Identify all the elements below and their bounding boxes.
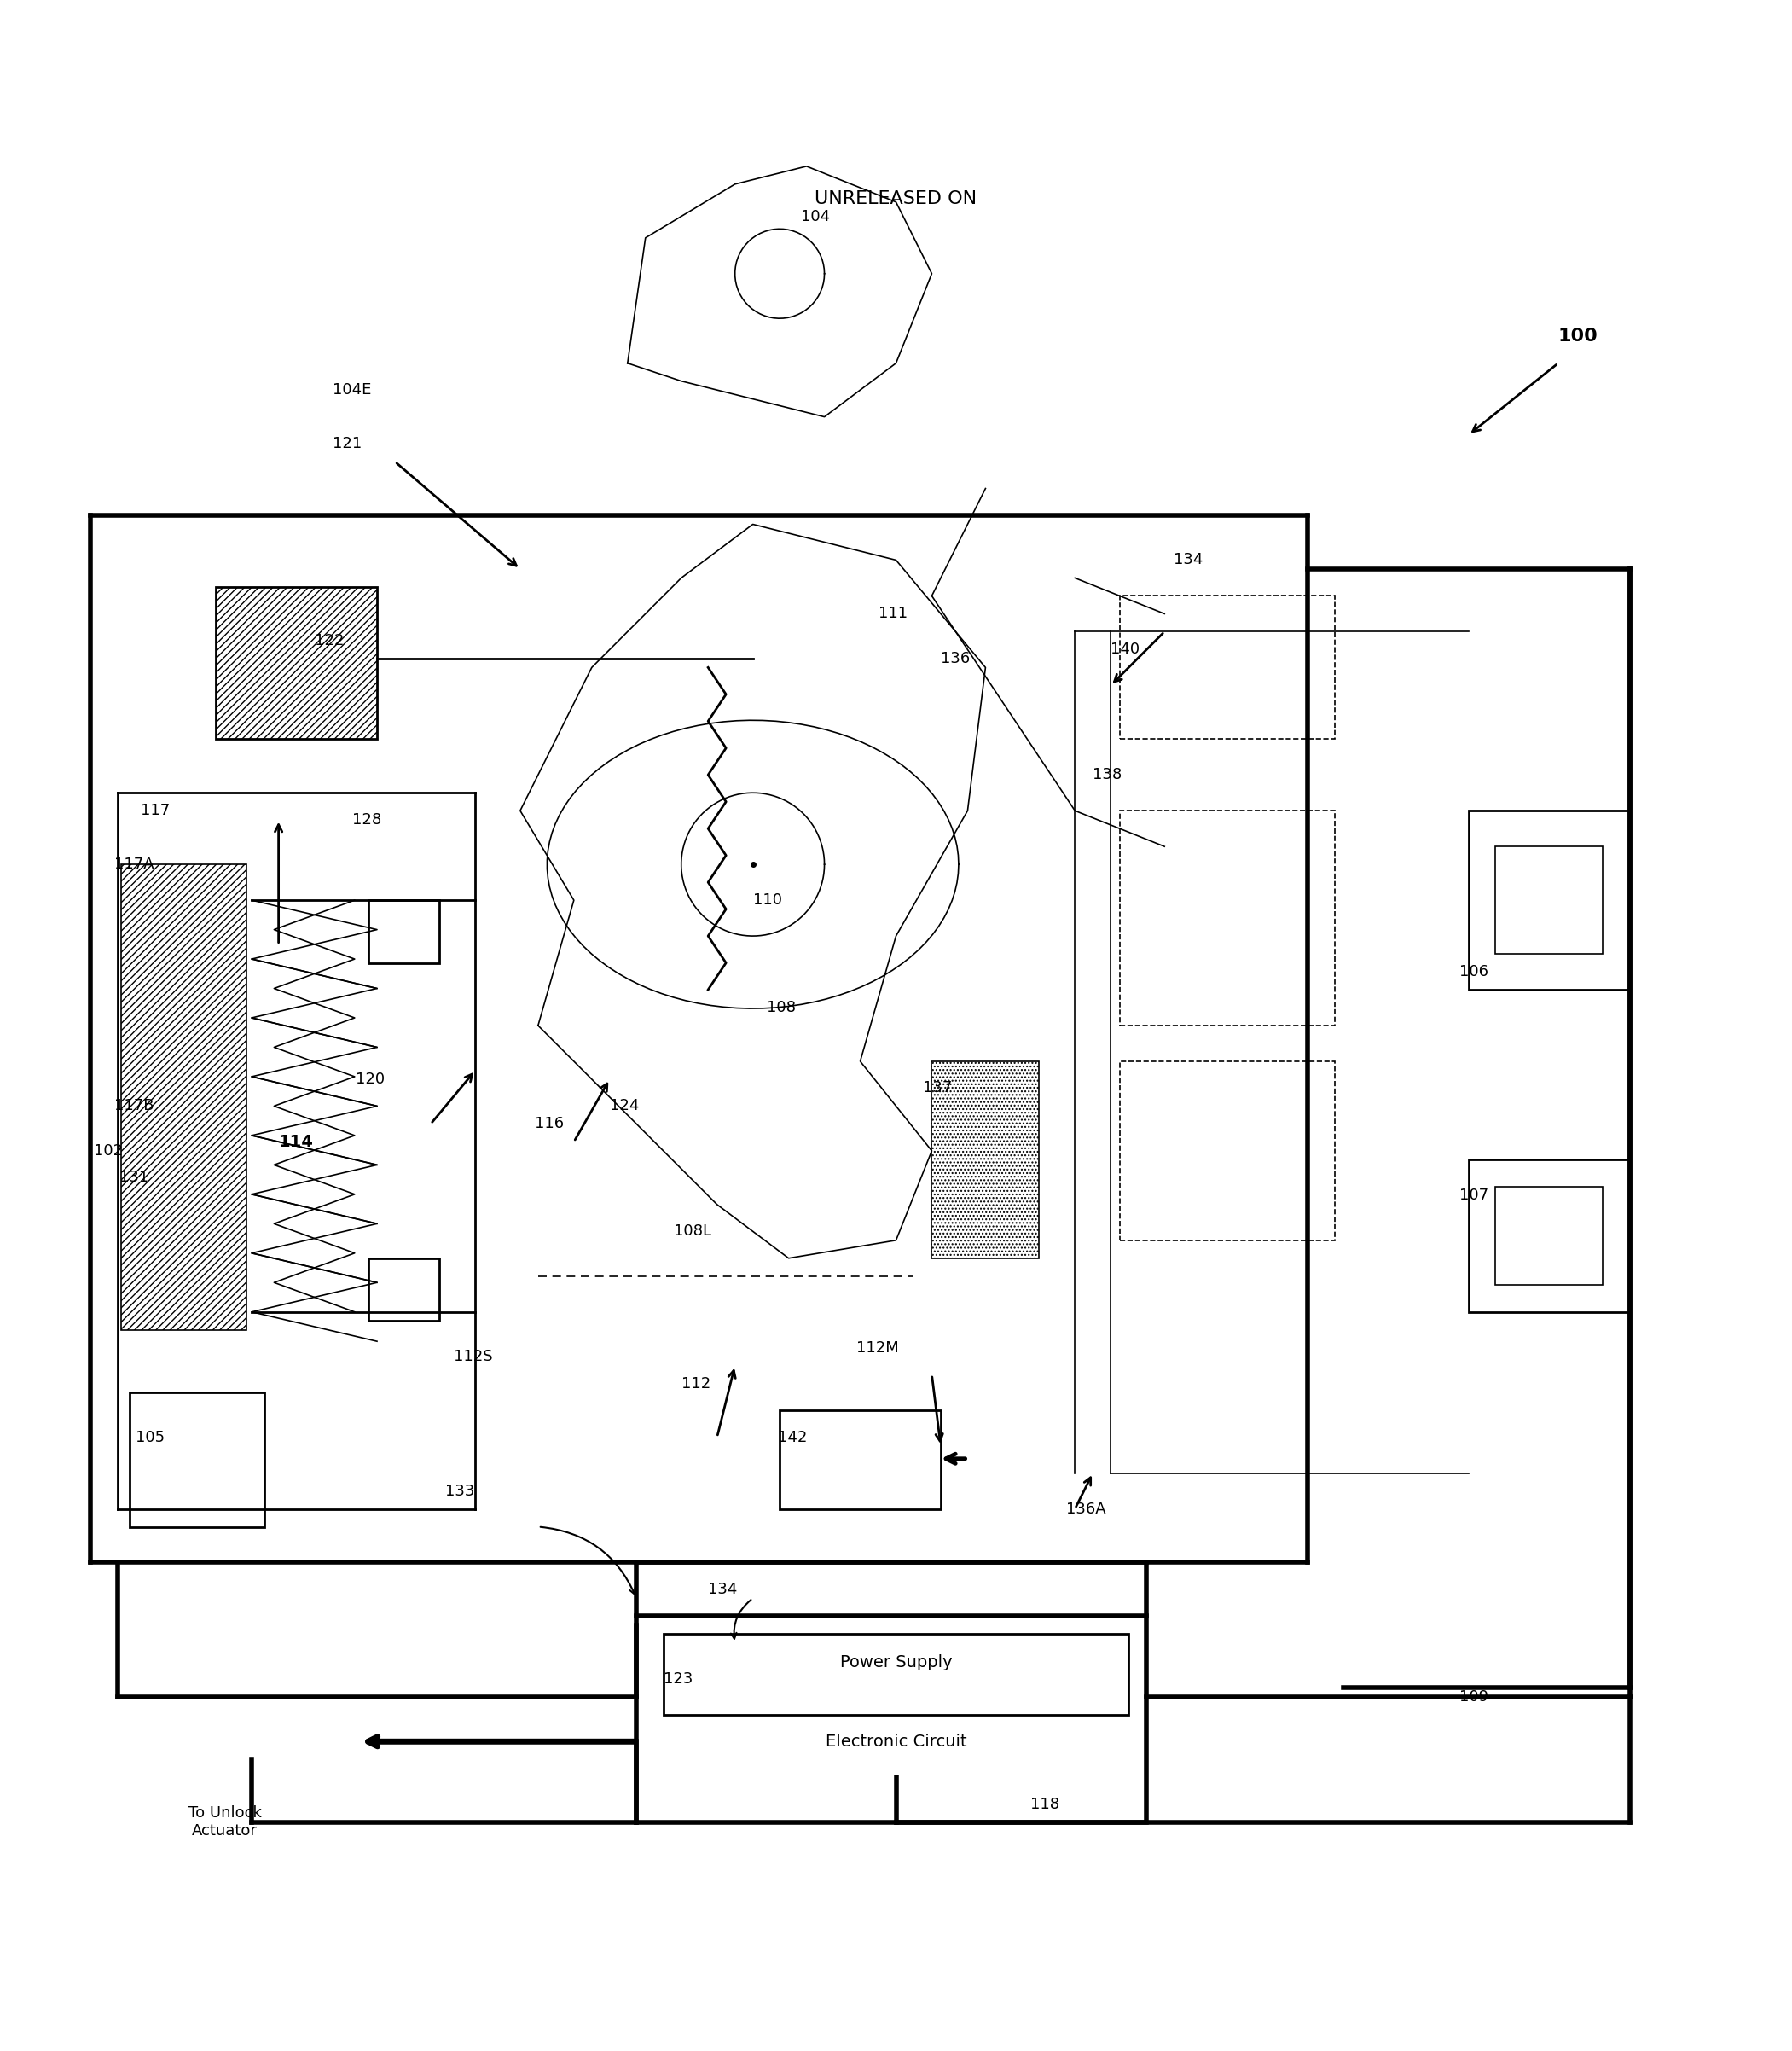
Text: 102: 102 [95,1142,124,1159]
Text: 122: 122 [314,634,344,648]
Bar [1496,1188,1602,1286]
Text: 136A: 136A [1066,1501,1106,1516]
Text: 112S: 112S [453,1350,493,1364]
Text: UNRELEASED ON: UNRELEASED ON [815,191,977,207]
Text: 105: 105 [136,1430,165,1444]
Bar [122,863,246,1329]
Text: 142: 142 [778,1430,806,1444]
Bar [1120,810,1335,1026]
Text: 131: 131 [120,1169,149,1185]
Bar [663,1635,1129,1715]
Text: 112M: 112M [857,1339,900,1356]
Text: Power Supply: Power Supply [840,1655,952,1672]
Text: 136: 136 [941,650,969,667]
Text: 134: 134 [708,1581,738,1598]
Text: To Unlock
Actuator: To Unlock Actuator [188,1805,262,1838]
Text: 138: 138 [1093,767,1122,783]
Text: 134: 134 [1174,552,1202,568]
Text: 106: 106 [1460,964,1489,980]
Bar [1469,810,1629,991]
Bar [1120,1060,1335,1241]
Bar [217,587,376,738]
Text: 133: 133 [444,1483,475,1499]
Text: 108: 108 [767,1001,796,1015]
Text: 117B: 117B [115,1099,154,1114]
Text: 118: 118 [1030,1797,1059,1811]
Text: 104: 104 [801,209,830,224]
Bar [131,1393,263,1526]
Bar [636,1616,1147,1821]
Text: 100: 100 [1559,328,1598,345]
Text: 120: 120 [355,1071,385,1087]
Text: 117A: 117A [115,857,154,872]
Text: 140: 140 [1111,642,1140,656]
Text: 109: 109 [1460,1690,1489,1704]
Bar [780,1411,941,1510]
Text: 137: 137 [923,1081,952,1095]
Bar [367,900,439,962]
Text: 128: 128 [351,812,382,827]
Text: 124: 124 [609,1099,640,1114]
Text: Electronic Circuit: Electronic Circuit [826,1733,966,1750]
Text: 117: 117 [142,804,170,818]
Text: 107: 107 [1460,1188,1489,1204]
Bar [1120,597,1335,738]
Text: 110: 110 [753,892,781,909]
Text: 104E: 104E [332,381,371,398]
Bar [1469,1159,1629,1313]
Text: 114: 114 [278,1134,314,1151]
Bar [1496,847,1602,954]
Text: 112: 112 [681,1376,710,1391]
Text: 111: 111 [878,607,907,621]
Text: 121: 121 [332,437,362,451]
Text: 123: 123 [663,1672,694,1686]
Text: 108L: 108L [674,1224,711,1239]
Bar [367,1257,439,1321]
Text: 116: 116 [534,1116,564,1132]
